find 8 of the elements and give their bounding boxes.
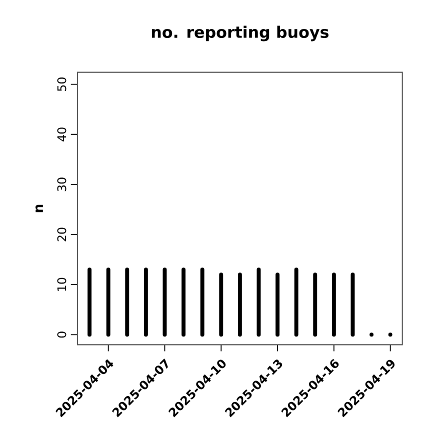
y-tick-label: 20 — [57, 228, 66, 242]
y-axis-title: n — [35, 204, 43, 212]
chart-title: no. reporting buoys — [152, 26, 328, 42]
y-tick-label: 50 — [57, 78, 66, 92]
y-tick-label: 10 — [57, 278, 66, 291]
y-tick-label: 30 — [57, 178, 66, 192]
y-tick-label: 40 — [57, 128, 66, 142]
y-tick-label: 0 — [57, 332, 66, 338]
